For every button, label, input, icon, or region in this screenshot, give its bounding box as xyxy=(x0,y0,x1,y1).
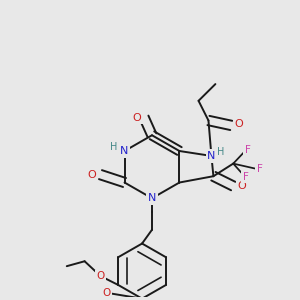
Text: O: O xyxy=(132,112,141,122)
Text: F: F xyxy=(256,164,262,173)
Text: H: H xyxy=(110,142,117,152)
Text: O: O xyxy=(237,181,246,191)
Text: F: F xyxy=(243,172,248,182)
Text: N: N xyxy=(120,146,129,156)
Text: O: O xyxy=(88,169,97,180)
Text: N: N xyxy=(148,193,156,203)
Text: O: O xyxy=(102,288,110,298)
Text: F: F xyxy=(244,145,250,154)
Text: O: O xyxy=(234,119,243,129)
Text: N: N xyxy=(207,151,216,161)
Text: O: O xyxy=(96,271,105,281)
Text: H: H xyxy=(217,147,225,158)
